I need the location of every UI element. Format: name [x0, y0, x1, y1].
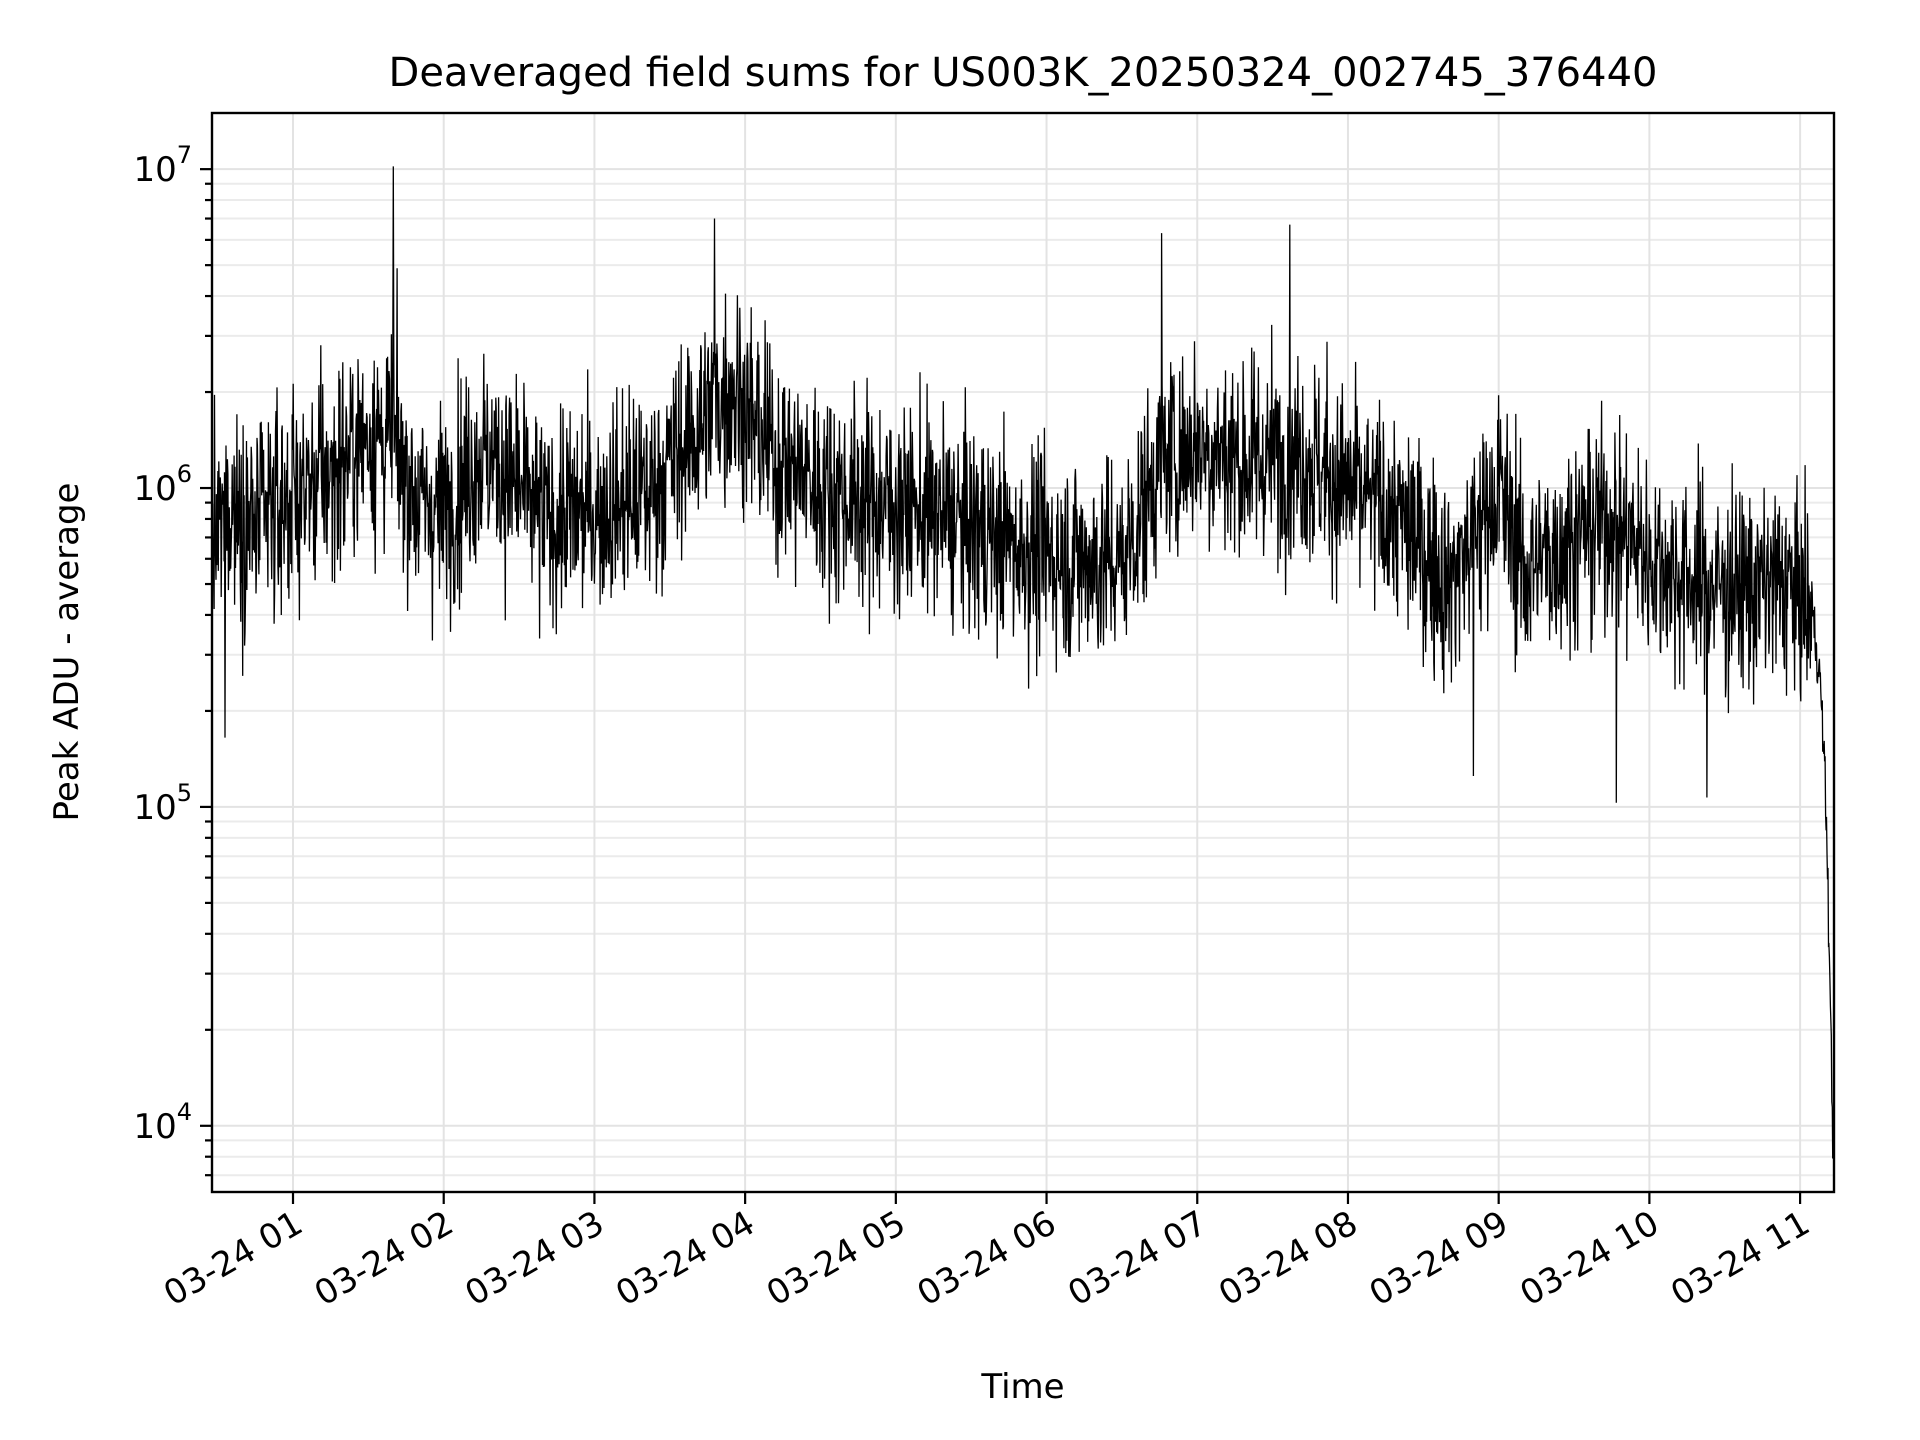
series-layer	[212, 166, 1834, 1159]
y-tick-label: 107	[133, 141, 192, 190]
plot-frame	[210, 111, 1836, 1194]
y-tick-label: 106	[133, 460, 192, 509]
chart-title: Deaveraged field sums for US003K_2025032…	[389, 50, 1658, 96]
x-axis-label: Time	[980, 1367, 1064, 1407]
y-axis-label: Peak ADU - average	[47, 483, 87, 822]
y-tick-label: 105	[133, 779, 192, 828]
series-line	[212, 166, 1834, 1159]
grid	[212, 113, 1834, 1192]
y-tick-label: 104	[133, 1098, 192, 1147]
